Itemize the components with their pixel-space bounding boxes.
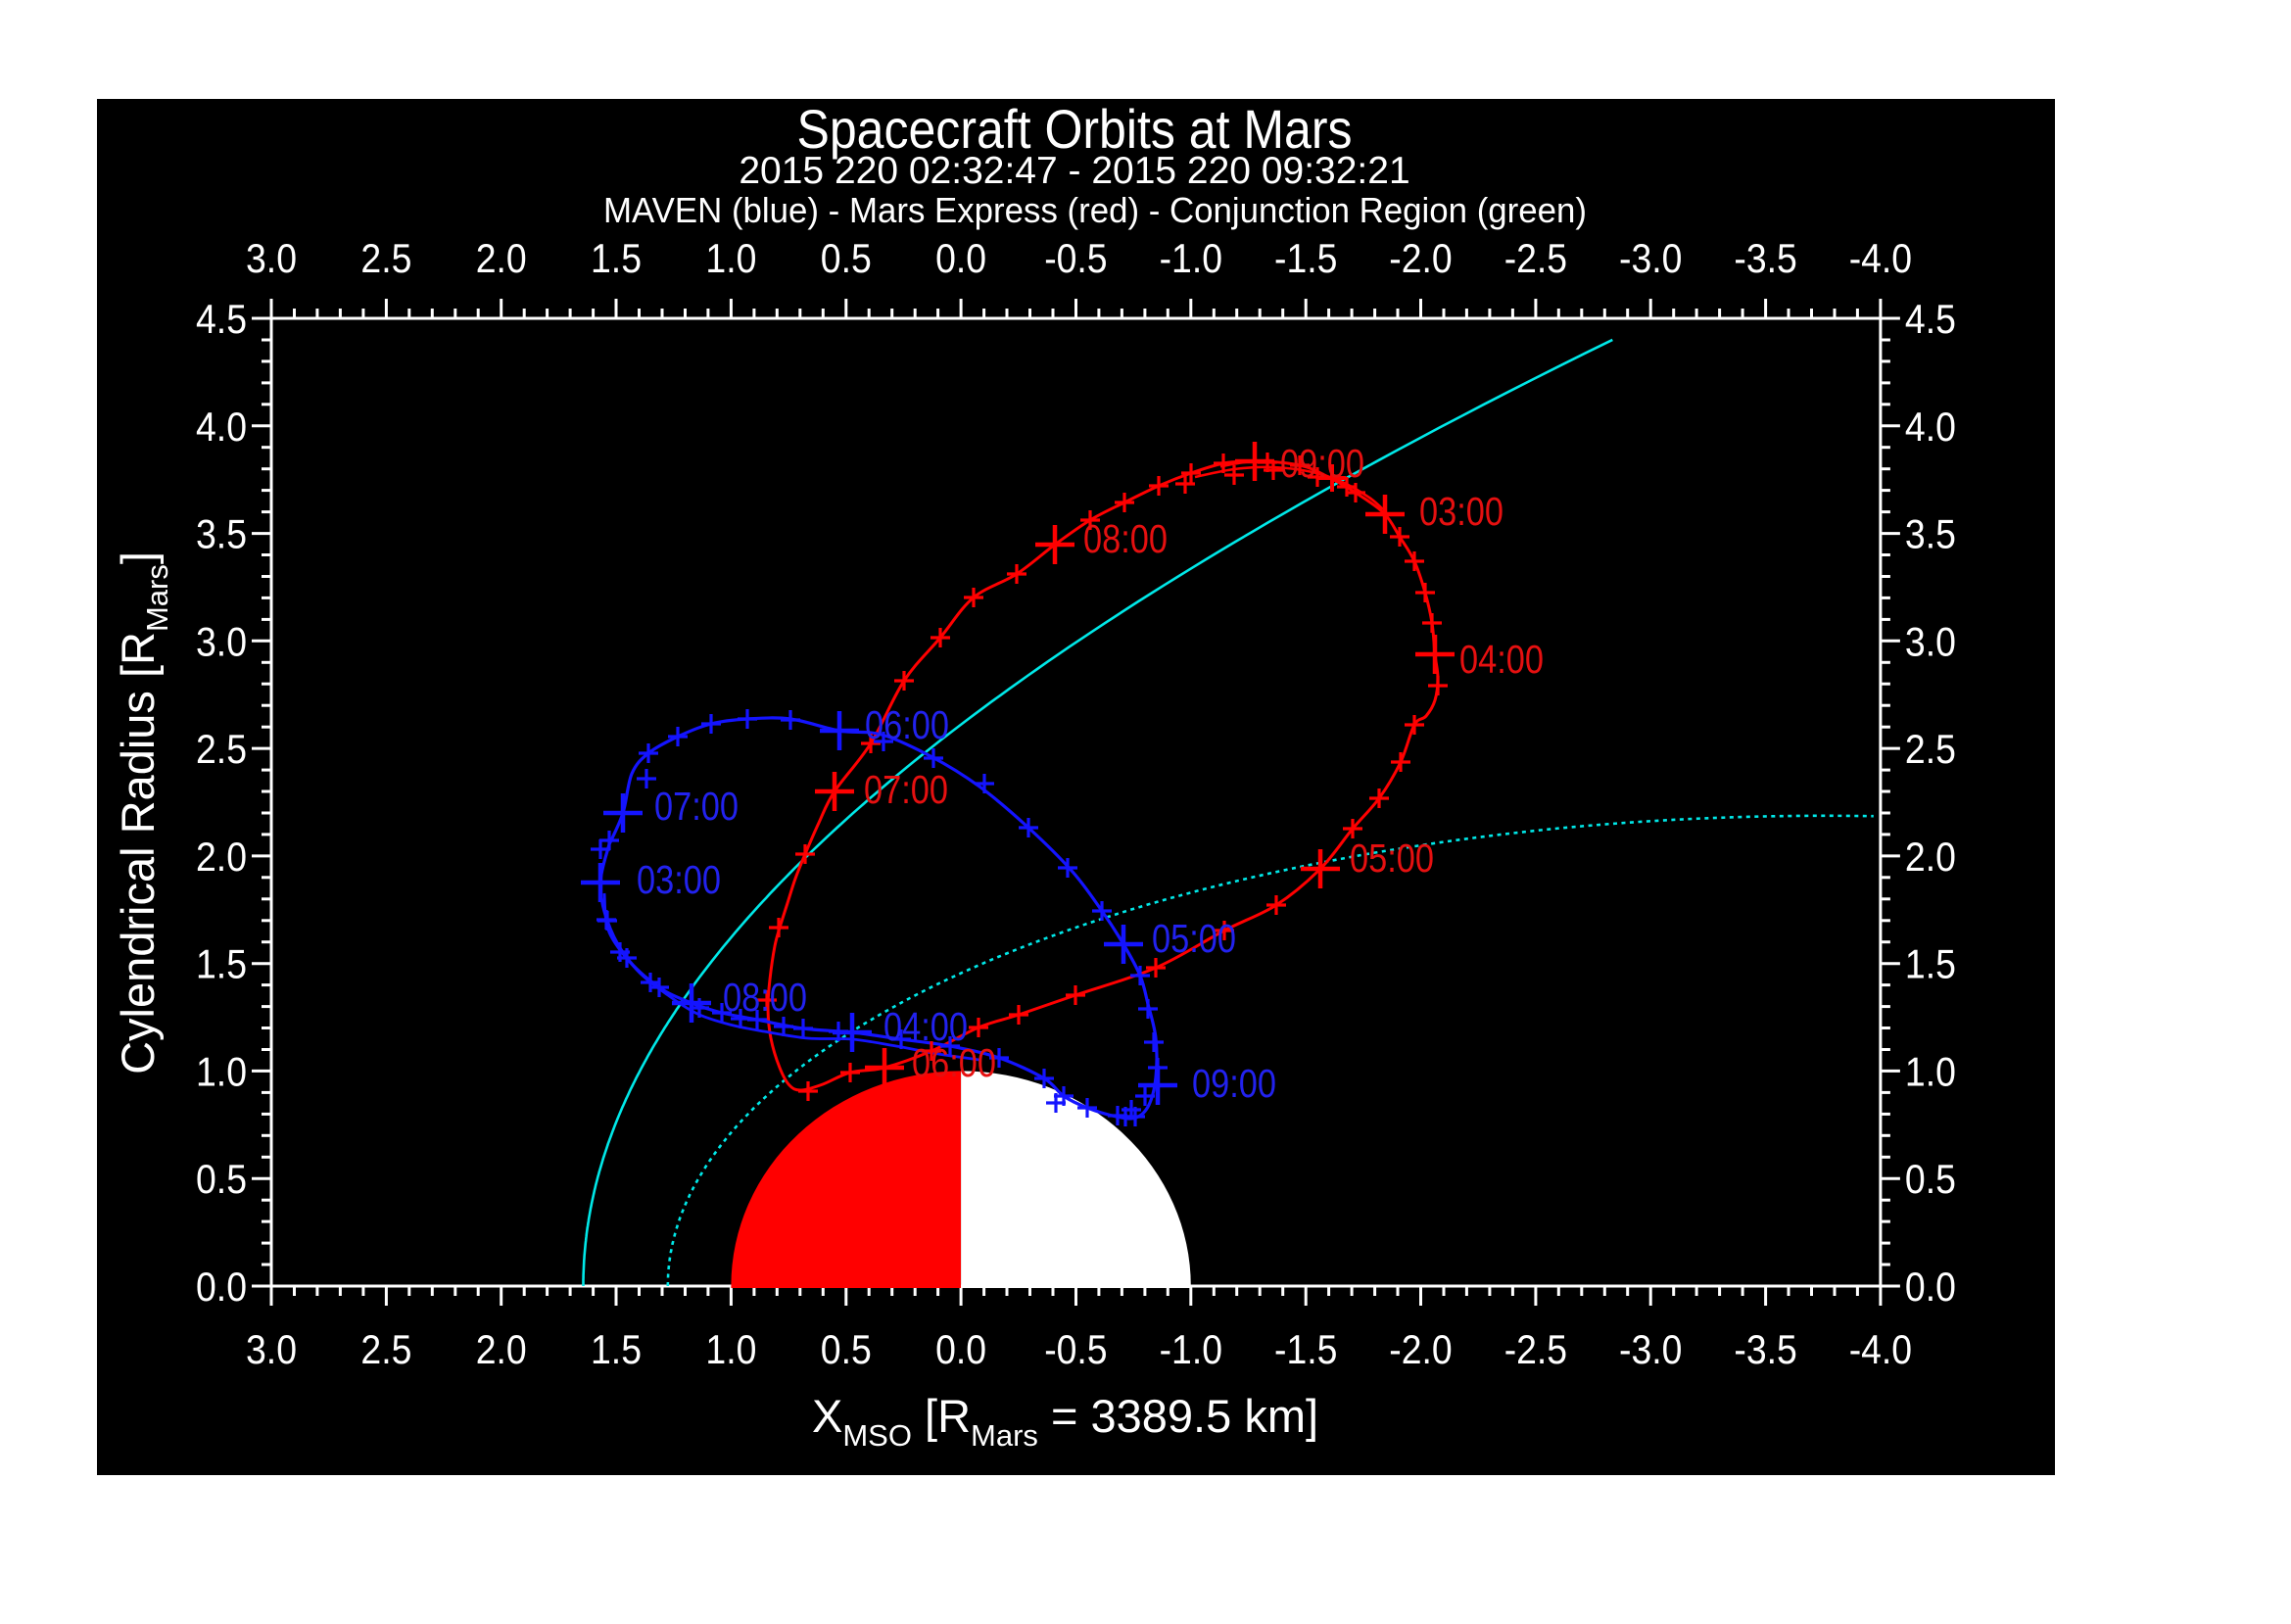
svg-text:4.0: 4.0 (1905, 404, 1956, 450)
svg-text:MAVEN (blue) - Mars Express (r: MAVEN (blue) - Mars Express (red) - Conj… (603, 190, 1587, 230)
svg-text:07:00: 07:00 (654, 784, 739, 829)
svg-text:04:00: 04:00 (1459, 637, 1544, 682)
svg-text:-3.5: -3.5 (1734, 1326, 1796, 1372)
svg-text:1.0: 1.0 (705, 235, 756, 281)
svg-text:1.5: 1.5 (1905, 941, 1956, 987)
svg-text:0.5: 0.5 (1905, 1156, 1956, 1202)
svg-text:3.5: 3.5 (1905, 511, 1956, 557)
svg-text:0.5: 0.5 (196, 1156, 247, 1202)
svg-text:2.5: 2.5 (360, 235, 411, 281)
svg-text:-4.0: -4.0 (1849, 1326, 1912, 1372)
svg-text:3.5: 3.5 (196, 511, 247, 557)
svg-text:1.0: 1.0 (1905, 1048, 1956, 1094)
svg-text:-3.5: -3.5 (1734, 235, 1796, 281)
svg-text:05:00: 05:00 (1152, 916, 1236, 961)
svg-text:2.0: 2.0 (196, 834, 247, 880)
svg-text:0.5: 0.5 (821, 1326, 872, 1372)
svg-text:2015 220 02:32:47 - 2015 220 0: 2015 220 02:32:47 - 2015 220 09:32:21 (739, 150, 1409, 192)
svg-text:-0.5: -0.5 (1044, 235, 1107, 281)
svg-text:0.5: 0.5 (821, 235, 872, 281)
svg-text:0.0: 0.0 (935, 235, 986, 281)
svg-text:4.5: 4.5 (1905, 296, 1956, 342)
svg-text:07:00: 07:00 (864, 767, 948, 812)
svg-text:0.0: 0.0 (1905, 1264, 1956, 1310)
svg-text:-2.0: -2.0 (1389, 235, 1452, 281)
svg-text:3.0: 3.0 (196, 618, 247, 664)
svg-text:0.0: 0.0 (196, 1264, 247, 1310)
svg-text:-1.5: -1.5 (1274, 235, 1337, 281)
svg-text:05:00: 05:00 (1350, 836, 1434, 881)
svg-text:2.5: 2.5 (1905, 726, 1956, 772)
svg-text:3.0: 3.0 (246, 1326, 297, 1372)
svg-text:2.0: 2.0 (476, 1326, 527, 1372)
svg-text:3.0: 3.0 (1905, 618, 1956, 664)
svg-text:-3.0: -3.0 (1619, 1326, 1682, 1372)
svg-text:-2.5: -2.5 (1504, 235, 1567, 281)
svg-text:3.0: 3.0 (246, 235, 297, 281)
svg-text:1.5: 1.5 (591, 1326, 642, 1372)
svg-text:08:00: 08:00 (723, 975, 807, 1020)
svg-text:2.0: 2.0 (476, 235, 527, 281)
svg-text:-2.0: -2.0 (1389, 1326, 1452, 1372)
svg-text:-4.0: -4.0 (1849, 235, 1912, 281)
svg-text:09:00: 09:00 (1280, 441, 1364, 486)
svg-text:-1.0: -1.0 (1160, 235, 1222, 281)
svg-text:Spacecraft Orbits at Mars: Spacecraft Orbits at Mars (797, 98, 1353, 160)
svg-text:2.5: 2.5 (196, 726, 247, 772)
svg-text:1.5: 1.5 (591, 235, 642, 281)
svg-text:06:00: 06:00 (912, 1040, 996, 1085)
svg-text:-0.5: -0.5 (1044, 1326, 1107, 1372)
svg-text:06:00: 06:00 (865, 702, 949, 747)
svg-text:2.0: 2.0 (1905, 834, 1956, 880)
svg-text:04:00: 04:00 (883, 1004, 968, 1049)
svg-text:-1.0: -1.0 (1160, 1326, 1222, 1372)
svg-text:08:00: 08:00 (1083, 516, 1168, 561)
svg-text:03:00: 03:00 (637, 857, 721, 902)
svg-text:1.0: 1.0 (196, 1048, 247, 1094)
svg-text:1.5: 1.5 (196, 941, 247, 987)
svg-text:-1.5: -1.5 (1274, 1326, 1337, 1372)
svg-text:09:00: 09:00 (1192, 1061, 1276, 1106)
svg-text:03:00: 03:00 (1419, 489, 1503, 534)
svg-text:4.5: 4.5 (196, 296, 247, 342)
svg-text:4.0: 4.0 (196, 404, 247, 450)
svg-text:-2.5: -2.5 (1504, 1326, 1567, 1372)
svg-text:-3.0: -3.0 (1619, 235, 1682, 281)
svg-text:1.0: 1.0 (705, 1326, 756, 1372)
svg-text:2.5: 2.5 (360, 1326, 411, 1372)
svg-text:0.0: 0.0 (935, 1326, 986, 1372)
